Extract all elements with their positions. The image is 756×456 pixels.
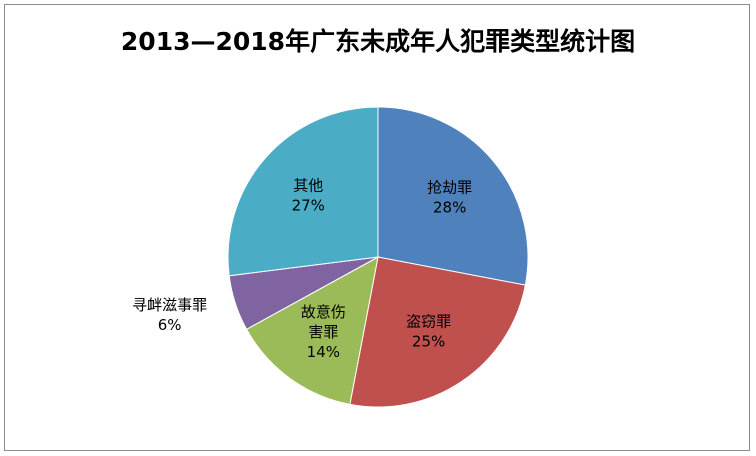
slice-category-label: 害罪 (308, 323, 338, 341)
pie-slice-1 (377, 106, 529, 286)
slice-category-label: 盗窃罪 (406, 312, 451, 330)
slice-value-label: 6% (158, 316, 182, 334)
slice-label-2: 盗窃罪 25% (406, 312, 451, 350)
slice-label-1: 抢劫罪 28% (427, 179, 472, 217)
slice-value-label: 28% (433, 199, 466, 217)
slice-label-4: 寻衅滋事罪 6% (132, 296, 207, 334)
pie-slice-2 (349, 256, 526, 408)
chart-title: 2013—2018年广东未成年人犯罪类型统计图 (120, 27, 636, 56)
pie-slice-3 (245, 256, 379, 405)
slice-value-label: 27% (292, 196, 325, 214)
slice-value-label: 14% (307, 343, 340, 361)
slice-label-5: 其他 27% (292, 176, 325, 214)
slice-value-label: 25% (412, 332, 445, 350)
slice-category-label: 其他 (293, 176, 323, 194)
slice-category-label: 寻衅滋事罪 (132, 296, 207, 314)
slice-category-label: 抢劫罪 (427, 179, 472, 197)
pie-slice-5 (227, 106, 379, 277)
slice-category-label: 故意伤 (301, 303, 346, 321)
